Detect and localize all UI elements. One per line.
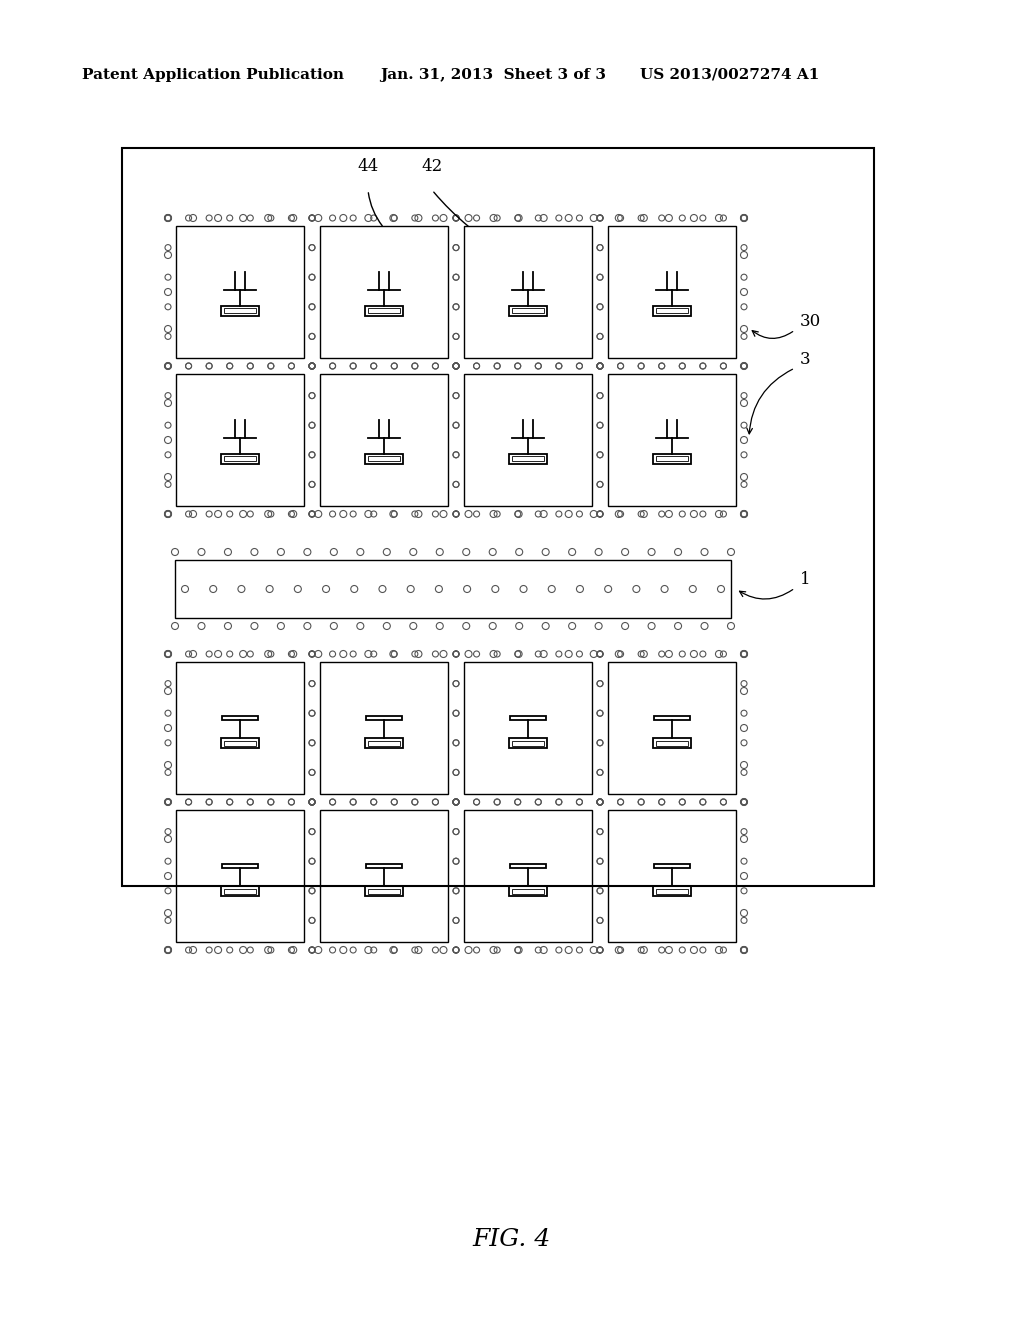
Bar (368, 308, 400, 313)
Bar (655, 308, 688, 313)
Bar (509, 886, 547, 896)
Bar (176, 663, 304, 795)
Bar (368, 457, 400, 461)
Bar (319, 374, 449, 506)
Bar (319, 226, 449, 358)
Bar (224, 741, 256, 746)
Bar (512, 457, 544, 461)
Bar (464, 226, 592, 358)
Text: US 2013/0027274 A1: US 2013/0027274 A1 (640, 69, 819, 82)
Bar (509, 454, 547, 463)
Bar (653, 306, 691, 315)
Bar (368, 888, 400, 894)
Bar (176, 810, 304, 942)
Bar (608, 374, 736, 506)
Bar (510, 865, 546, 867)
Bar (654, 715, 690, 719)
Bar (608, 663, 736, 795)
Bar (122, 148, 874, 886)
Bar (655, 888, 688, 894)
Bar (221, 454, 259, 463)
Bar (221, 738, 259, 748)
Bar (366, 306, 402, 315)
Bar (464, 374, 592, 506)
Bar (224, 888, 256, 894)
Bar (512, 888, 544, 894)
Bar (464, 663, 592, 795)
Text: 44: 44 (357, 158, 379, 176)
Bar (221, 306, 259, 315)
Bar (653, 738, 691, 748)
Text: FIG. 4: FIG. 4 (473, 1229, 551, 1251)
Bar (366, 454, 402, 463)
Bar (319, 810, 449, 942)
Bar (367, 715, 401, 719)
Bar (368, 741, 400, 746)
Bar (509, 738, 547, 748)
Bar (510, 715, 546, 719)
Bar (176, 374, 304, 506)
Bar (654, 865, 690, 867)
Bar (176, 226, 304, 358)
Bar (224, 308, 256, 313)
Bar (222, 865, 258, 867)
Text: Jan. 31, 2013  Sheet 3 of 3: Jan. 31, 2013 Sheet 3 of 3 (380, 69, 606, 82)
Bar (222, 715, 258, 719)
Bar (175, 560, 731, 618)
Bar (509, 306, 547, 315)
Bar (608, 226, 736, 358)
Bar (464, 810, 592, 942)
Text: Patent Application Publication: Patent Application Publication (82, 69, 344, 82)
Bar (512, 741, 544, 746)
Bar (224, 457, 256, 461)
Bar (221, 886, 259, 896)
Text: 3: 3 (800, 351, 811, 368)
Bar (653, 454, 691, 463)
Bar (512, 308, 544, 313)
Bar (653, 886, 691, 896)
Text: 42: 42 (421, 158, 442, 176)
Text: 30: 30 (800, 314, 821, 330)
Bar (367, 865, 401, 867)
Bar (366, 886, 402, 896)
Bar (366, 738, 402, 748)
Text: 1: 1 (800, 572, 811, 589)
Bar (655, 457, 688, 461)
Bar (319, 663, 449, 795)
Bar (608, 810, 736, 942)
Bar (655, 741, 688, 746)
